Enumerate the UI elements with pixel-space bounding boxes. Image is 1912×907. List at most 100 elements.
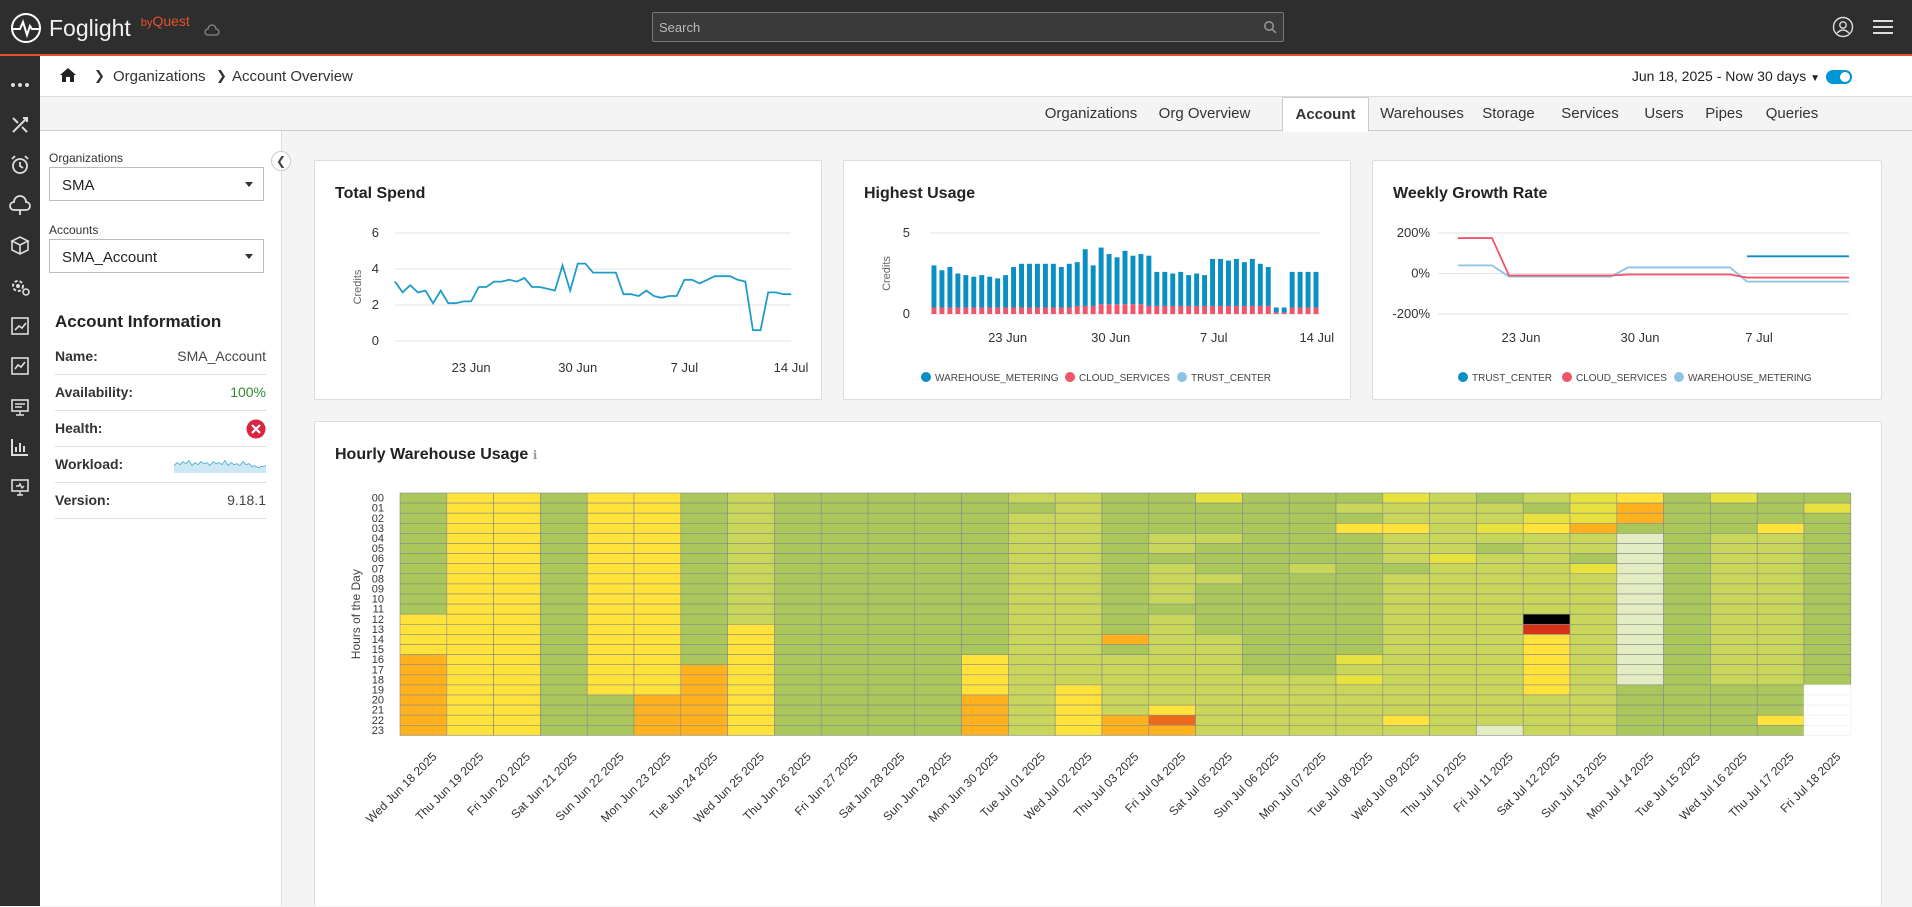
bar-warehouse-metering [1178, 271, 1184, 306]
heat-cell [1569, 694, 1618, 706]
cloud-nav-icon[interactable] [8, 194, 32, 218]
bar-warehouse-metering [1194, 273, 1200, 306]
auto-refresh-toggle[interactable] [1826, 70, 1852, 84]
legend-label: TRUST_CENTER [1191, 373, 1271, 384]
heat-cell [914, 563, 962, 575]
heat-cell [1288, 603, 1337, 615]
heat-cell [446, 573, 494, 585]
home-icon[interactable] [59, 67, 77, 83]
tab-account[interactable]: Account [1282, 97, 1369, 132]
tools-icon[interactable] [8, 113, 32, 137]
x-tick-label: 23 Jun [988, 330, 1027, 345]
heat-cell [1663, 654, 1711, 666]
heat-cell [1101, 492, 1150, 504]
heat-cell [914, 724, 962, 736]
heat-cell [399, 654, 448, 666]
search-input[interactable]: Search [652, 12, 1284, 42]
heat-cell [1148, 724, 1196, 736]
hour-label: 08 [372, 573, 384, 585]
info-row-name: Name: SMA_Account [55, 339, 266, 375]
heat-cell [1008, 563, 1056, 575]
dashboard-icon[interactable] [8, 395, 32, 419]
cloud-icon[interactable] [204, 23, 220, 39]
heat-cell [1382, 593, 1430, 605]
heat-cell [1476, 523, 1524, 534]
heat-cell [774, 603, 822, 615]
settings-icon[interactable] [8, 274, 32, 298]
date-range-selector[interactable]: Jun 18, 2025 - Now 30 days ▼ [1631, 68, 1820, 84]
collapse-sidebar-button[interactable]: ❮ [271, 151, 291, 171]
report-alt-icon[interactable] [8, 354, 32, 378]
heat-cell [446, 664, 494, 676]
heat-cell [961, 664, 1009, 676]
heat-cell [1522, 593, 1571, 605]
menu-icon[interactable] [1872, 18, 1894, 36]
heat-cell [1476, 654, 1524, 666]
bar-warehouse-metering [1130, 255, 1136, 305]
heat-cell [774, 644, 822, 655]
heat-cell [1148, 634, 1196, 645]
search-icon[interactable] [1263, 20, 1277, 34]
bar-cloud-services [931, 307, 937, 314]
bar-cloud-services [1241, 305, 1247, 314]
heat-cell [1803, 583, 1852, 595]
bar-warehouse-metering [955, 273, 961, 308]
heat-cell [680, 684, 728, 696]
heat-cell [680, 573, 728, 585]
heat-cell [1288, 674, 1337, 686]
health-error-icon[interactable] [246, 419, 266, 439]
report-icon[interactable] [8, 314, 32, 338]
info-icon[interactable]: ℹ [532, 448, 538, 462]
heat-cell [1429, 593, 1477, 605]
heat-cell [1288, 624, 1337, 635]
heat-cell [1569, 644, 1618, 655]
heat-cell [493, 684, 541, 696]
heat-cell [914, 512, 962, 524]
heat-cell [399, 563, 448, 575]
alarm-icon[interactable] [8, 153, 32, 177]
legend-marker [1458, 372, 1468, 382]
hour-label: 00 [372, 493, 384, 505]
tab-services[interactable]: Services [1561, 105, 1619, 122]
organization-select[interactable]: SMA [49, 167, 264, 201]
heat-cell [774, 523, 822, 534]
tab-users[interactable]: Users [1644, 105, 1684, 122]
monitor-icon[interactable] [8, 475, 32, 499]
heat-cell [914, 674, 962, 686]
data-point [577, 263, 579, 265]
database-icon[interactable] [8, 234, 32, 258]
breadcrumb-organizations[interactable]: Organizations [113, 68, 206, 85]
tab-storage[interactable]: Storage [1482, 105, 1535, 122]
heat-cell [1710, 603, 1758, 615]
bar-warehouse-metering [1090, 265, 1096, 306]
heat-cell [586, 533, 635, 544]
tab-pipes[interactable]: Pipes [1705, 105, 1743, 122]
heat-cell [1335, 603, 1384, 615]
data-point [706, 279, 708, 281]
tab-queries[interactable]: Queries [1765, 105, 1819, 122]
bar-cloud-services [1162, 305, 1168, 314]
bar-chart-icon[interactable] [8, 435, 32, 459]
heat-cell [1195, 543, 1243, 554]
user-profile-icon[interactable] [1832, 16, 1854, 38]
heat-cell [1803, 563, 1852, 575]
heat-cell [1710, 714, 1758, 726]
heat-cell [1803, 644, 1852, 655]
bar-cloud-services [1106, 304, 1112, 314]
heat-cell [540, 634, 588, 645]
heat-cell [586, 492, 635, 504]
foglight-logo[interactable]: Foglight byQuest [10, 12, 220, 44]
heat-cell [633, 603, 682, 615]
heat-cell [1101, 523, 1150, 534]
tab-warehouses[interactable]: Warehouses [1380, 105, 1464, 122]
account-select[interactable]: SMA_Account [49, 239, 264, 273]
data-point [546, 288, 548, 290]
heat-cell [399, 553, 448, 565]
heat-cell [1242, 533, 1290, 544]
bar-cloud-services [947, 307, 953, 314]
more-icon[interactable] [8, 73, 32, 97]
tab-org-overview[interactable]: Org Overview [1158, 105, 1251, 122]
tab-organizations[interactable]: Organizations [1044, 105, 1138, 122]
bar-warehouse-metering [1202, 275, 1208, 306]
data-point [402, 291, 404, 293]
